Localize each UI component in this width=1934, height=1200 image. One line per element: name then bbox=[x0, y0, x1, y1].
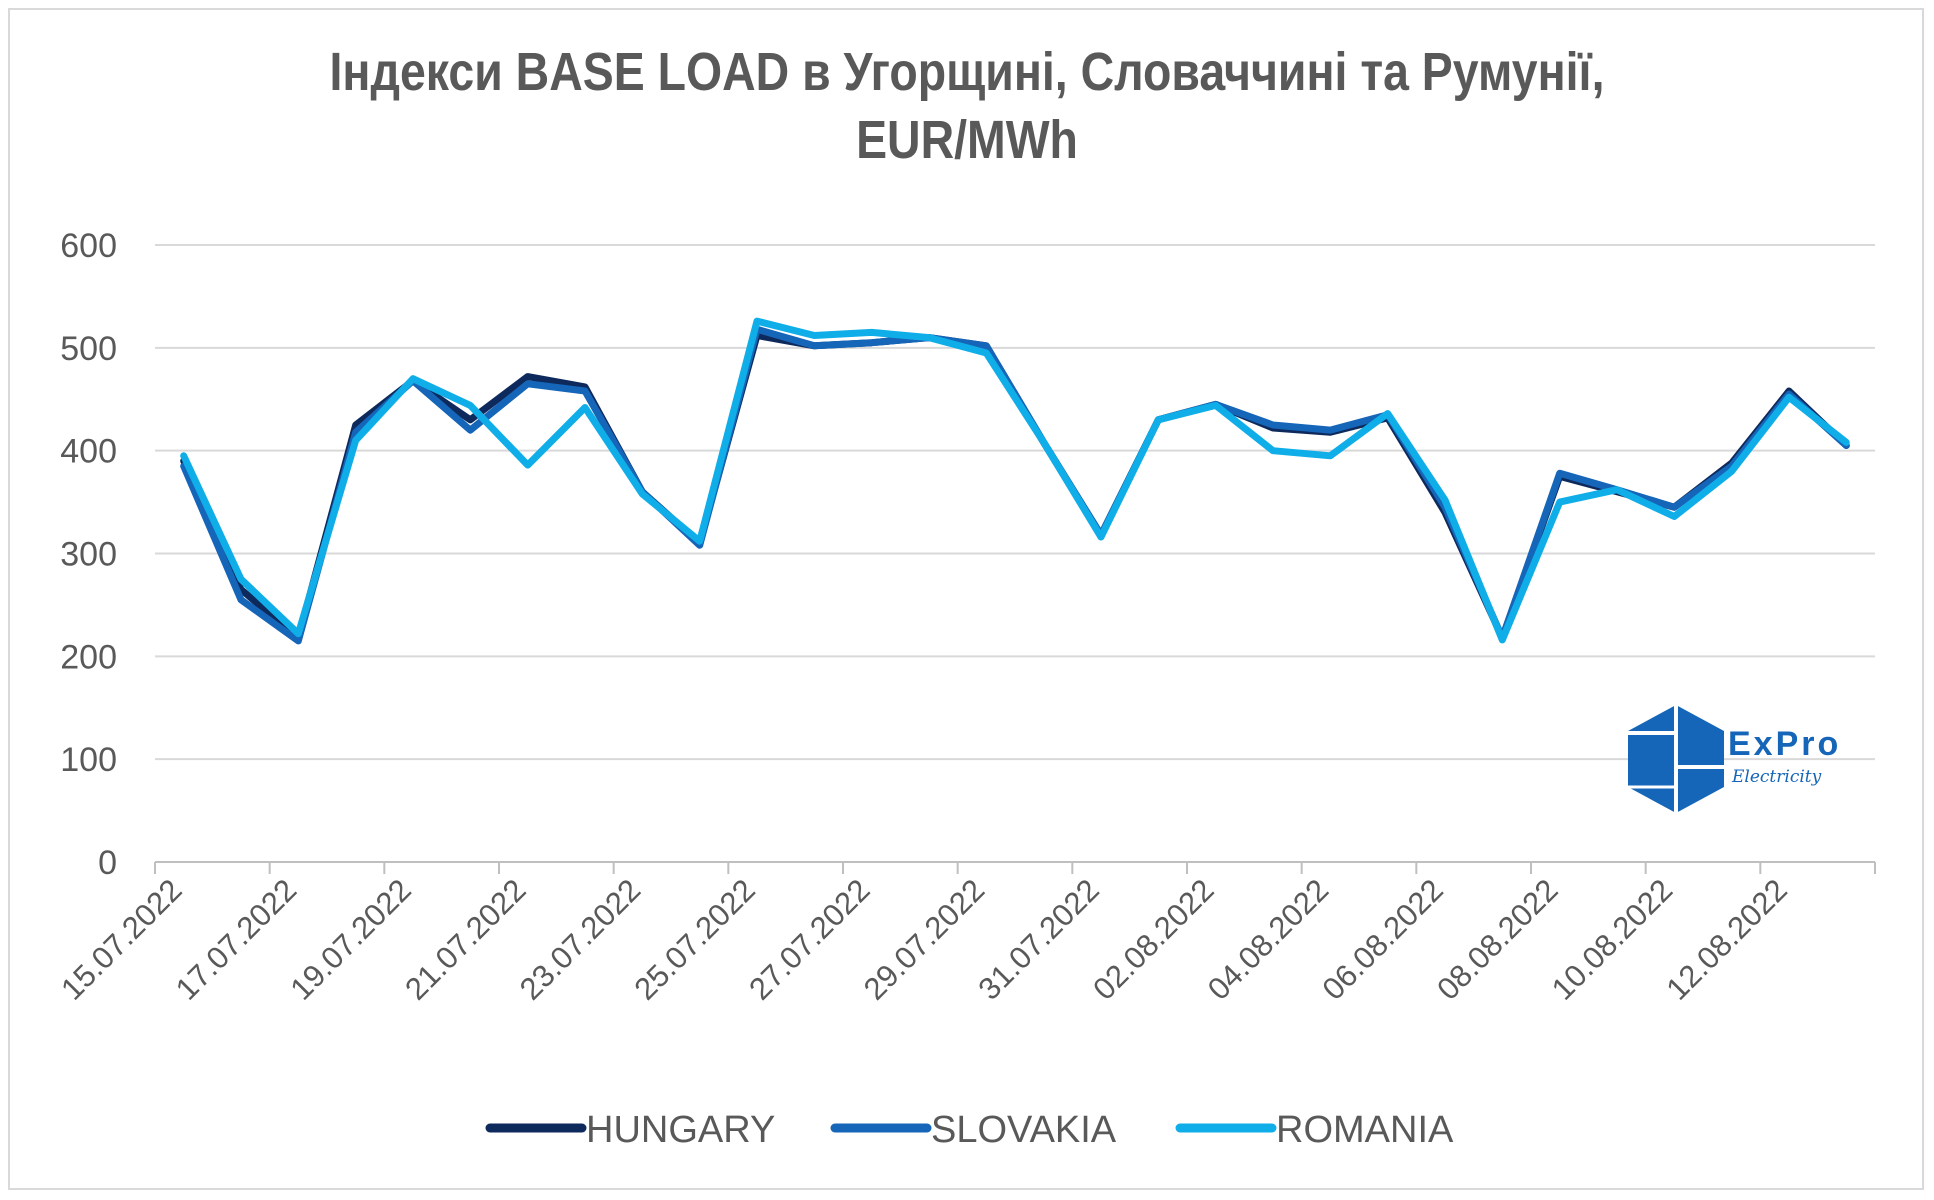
x-tick-label: 12.08.2022 bbox=[1659, 872, 1793, 1006]
x-tick-label: 17.07.2022 bbox=[169, 872, 303, 1006]
legend-label-romania: ROMANIA bbox=[1276, 1109, 1454, 1151]
x-tick-label: 19.07.2022 bbox=[283, 872, 417, 1006]
y-tick-label: 600 bbox=[60, 227, 117, 265]
x-tick-label: 15.07.2022 bbox=[54, 872, 188, 1006]
x-axis: 15.07.202217.07.202219.07.202221.07.2022… bbox=[54, 861, 1876, 1007]
expro-logo: ExPro Electricity bbox=[1628, 705, 1841, 813]
series-lines bbox=[180, 317, 1850, 645]
x-tick-label: 21.07.2022 bbox=[398, 872, 532, 1006]
y-tick-label: 100 bbox=[60, 741, 117, 779]
legend-label-slovakia: SLOVAKIA bbox=[931, 1109, 1117, 1151]
y-tick-label: 400 bbox=[60, 433, 117, 471]
x-tick-label: 02.08.2022 bbox=[1086, 872, 1220, 1006]
chart-title: Індекси BASE LOAD в Угорщині, Словаччині… bbox=[135, 38, 1798, 174]
x-tick-label: 23.07.2022 bbox=[513, 872, 647, 1006]
series-line-slovakia bbox=[180, 325, 1850, 645]
chart-title-line-1: Індекси BASE LOAD в Угорщині, Словаччині… bbox=[329, 42, 1605, 102]
legend: HUNGARY SLOVAKIA ROMANIA bbox=[485, 1109, 1454, 1151]
x-tick-label: 25.07.2022 bbox=[627, 872, 761, 1006]
y-tick-label: 300 bbox=[60, 536, 117, 574]
x-tick-label: 06.08.2022 bbox=[1315, 872, 1449, 1006]
legend-label-hungary: HUNGARY bbox=[586, 1109, 775, 1151]
y-tick-label: 500 bbox=[60, 330, 117, 368]
x-tick-label: 27.07.2022 bbox=[742, 872, 876, 1006]
chart-frame bbox=[8, 8, 1924, 1190]
x-tick-label: 31.07.2022 bbox=[971, 872, 1105, 1006]
x-tick-label: 29.07.2022 bbox=[857, 872, 991, 1006]
hexagon-cube-icon bbox=[1628, 705, 1724, 813]
x-tick-label: 04.08.2022 bbox=[1201, 872, 1335, 1006]
logo-subtitle: Electricity bbox=[1731, 767, 1822, 787]
chart-title-line-2: EUR/MWh bbox=[856, 110, 1078, 170]
y-axis-ticks: 0 100 200 300 400 500 600 bbox=[60, 227, 117, 882]
logo-name: ExPro bbox=[1728, 725, 1841, 763]
series-line-romania bbox=[180, 317, 1850, 644]
x-tick-label: 08.08.2022 bbox=[1430, 872, 1564, 1006]
gridlines bbox=[155, 244, 1875, 761]
x-tick-label: 10.08.2022 bbox=[1545, 872, 1679, 1006]
y-tick-label: 200 bbox=[60, 638, 117, 676]
y-tick-label: 0 bbox=[98, 844, 117, 882]
